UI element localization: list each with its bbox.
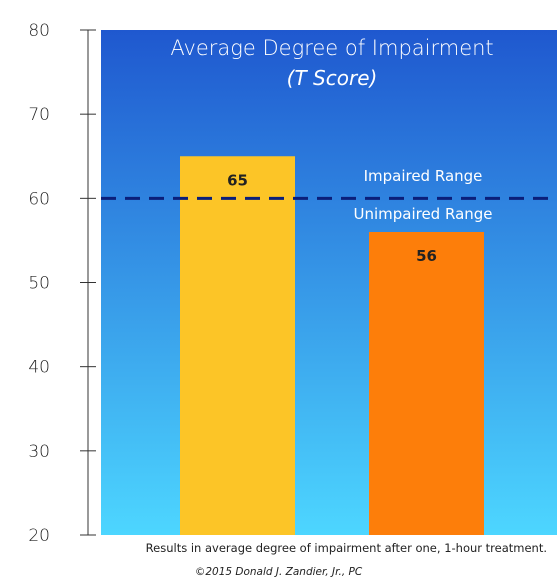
y-tick-label: 60 [28,189,50,209]
y-tick-label: 50 [28,274,50,294]
unimpaired-range-label: Unimpaired Range [353,205,492,223]
y-tick-label: 80 [28,21,50,41]
impaired-range-label: Impaired Range [364,167,483,185]
y-tick-label: 40 [28,358,50,378]
bars: 65 56 [180,156,484,535]
y-tick-label: 30 [28,442,50,462]
bar-value-label: 65 [227,171,248,189]
plot-background [101,30,557,535]
bar [180,156,295,535]
y-tick-label: 70 [28,105,50,125]
chart-subtitle: (T Score) [287,66,378,90]
bar-value-label: 56 [416,247,437,265]
copyright-credit: ©2015 Donald J. Zandier, Jr., PC [194,566,363,578]
bar [369,232,484,535]
chart-title: Average Degree of Impairment [170,36,493,60]
y-axis: 20 30 40 50 60 70 80 [28,21,96,546]
y-tick-label: 20 [28,526,50,546]
chart-caption: Results in average degree of impairment … [145,541,547,555]
